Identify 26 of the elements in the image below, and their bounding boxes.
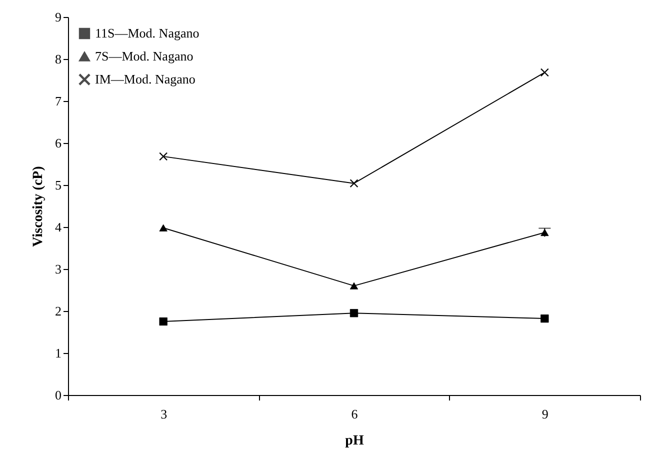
legend-label: IM—Mod. Nagano xyxy=(95,72,196,86)
x-tick-label: 3 xyxy=(160,406,168,422)
y-tick-label: 9 xyxy=(55,10,62,24)
y-tick-label: 2 xyxy=(55,304,62,318)
x-axis-title: pH xyxy=(345,434,364,448)
y-tick-label: 5 xyxy=(55,178,62,192)
point xyxy=(540,68,549,77)
x-tick-label: 9 xyxy=(542,406,548,422)
point xyxy=(350,309,358,318)
point xyxy=(350,282,358,290)
point xyxy=(540,314,549,323)
x-tick-label: 6 xyxy=(351,406,358,422)
y-tick-label: 6 xyxy=(55,136,62,150)
y-tick-label: 4 xyxy=(55,220,62,234)
y-tick-label: 0 xyxy=(55,388,62,402)
y-tick-label: 7 xyxy=(55,94,62,108)
y-tick-label: 3 xyxy=(55,262,62,276)
legend-label: 11S—Mod. Nagano xyxy=(95,26,200,40)
point xyxy=(350,179,358,188)
y-tick-label: 8 xyxy=(55,52,62,66)
legend-label: 7S—Mod. Nagano xyxy=(95,48,194,64)
point xyxy=(159,152,168,161)
y-axis-title: Viscosity (cP) xyxy=(31,166,46,247)
y-tick-label: 1 xyxy=(55,346,62,360)
point xyxy=(159,224,168,232)
point xyxy=(159,317,168,326)
